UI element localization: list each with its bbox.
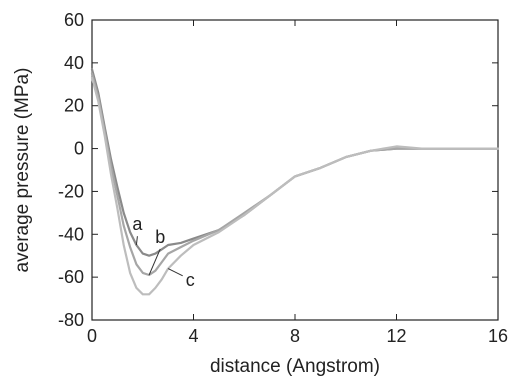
y-tick-label: 20 (64, 96, 84, 116)
x-tick-label: 4 (188, 326, 198, 346)
x-tick-label: 0 (87, 326, 97, 346)
annotation-label-a: a (132, 214, 143, 234)
y-tick-label: -40 (58, 224, 84, 244)
annotation-label-c: c (186, 270, 195, 290)
annotation-leader-c (167, 268, 183, 277)
x-axis-title: distance (Angstrom) (210, 356, 380, 377)
y-tick-label: 40 (64, 53, 84, 73)
annotation-leader-a (135, 236, 138, 246)
plot-frame (91, 19, 499, 321)
y-axis-title: average pressure (MPa) (12, 68, 33, 273)
x-tick-label: 16 (488, 326, 508, 346)
y-tick-label: -60 (58, 267, 84, 287)
y-tick-label: 60 (64, 10, 84, 30)
y-tick-label: -80 (58, 310, 84, 330)
y-tick-label: 0 (74, 139, 84, 159)
series-line-a (90, 68, 500, 257)
annotation-label-b: b (155, 227, 165, 247)
annotation-leader-b (148, 248, 161, 276)
x-tick-label: 12 (386, 326, 406, 346)
series-line-c (90, 76, 500, 296)
series-line-b (90, 72, 500, 277)
x-tick-label: 8 (290, 326, 300, 346)
y-tick-label: -20 (58, 181, 84, 201)
